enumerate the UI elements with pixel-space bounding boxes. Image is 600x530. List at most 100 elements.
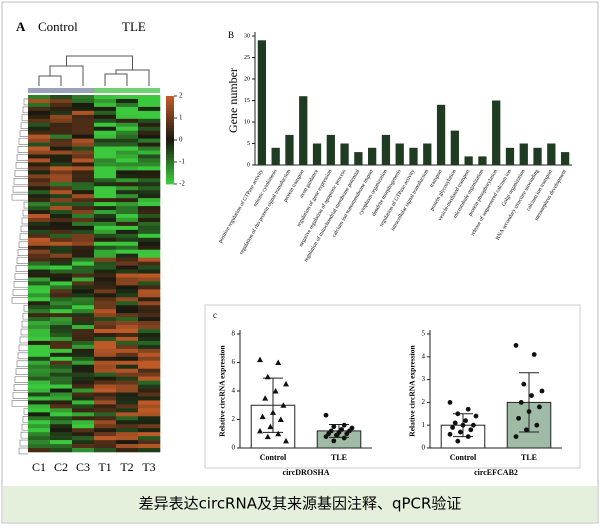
heatmap-cell: [94, 333, 117, 338]
heatmap-cell: [116, 142, 139, 147]
heatmap-cell: [138, 114, 161, 120]
heatmap-cell: [72, 408, 95, 413]
heatmap-cell: [116, 396, 139, 401]
heatmap-cell: [28, 289, 51, 294]
heatmap-cell: [50, 170, 73, 175]
heatmap-cell: [72, 106, 95, 112]
heatmap-cell: [116, 317, 139, 322]
heatmap-cell: [72, 440, 95, 445]
heatmap-cell: [50, 257, 73, 262]
colorbar-step: [166, 151, 174, 156]
colorbar-step: [166, 178, 174, 182]
heatmap-cell: [116, 210, 139, 215]
column-label: T2: [120, 460, 133, 474]
heatmap-cell: [94, 118, 117, 124]
heatmap-cell: [138, 404, 161, 409]
colorbar-step: [166, 110, 174, 114]
heatmap-cell: [28, 158, 51, 163]
heatmap-cell: [28, 229, 51, 235]
point: [455, 411, 461, 417]
heatmap-cell: [116, 293, 139, 298]
heatmap-cell: [138, 368, 161, 373]
heatmap-cell: [72, 202, 95, 207]
heatmap-cell: [28, 114, 51, 120]
heatmap-cell: [50, 158, 73, 163]
heatmap-cell: [94, 126, 117, 131]
heatmap-cell: [138, 126, 161, 131]
heatmap-cell: [28, 178, 51, 183]
heatmap-cell: [72, 269, 95, 274]
heatmap-cell: [138, 364, 161, 369]
heatmap-cell: [116, 309, 139, 314]
heatmap-cell: [94, 289, 117, 294]
heatmap-cell: [28, 436, 51, 441]
colorbar-label: 2: [179, 92, 183, 100]
heatmap-cell: [94, 424, 117, 429]
heatmap-cell: [94, 404, 117, 409]
heatmap-cell: [50, 178, 73, 183]
heatmap-cell: [138, 436, 161, 441]
heatmap-cell: [116, 198, 139, 203]
panel-label: B: [228, 30, 234, 40]
colorbar-step: [166, 98, 174, 103]
heatmap-cell: [28, 221, 51, 227]
heatmap-cell: [72, 174, 95, 179]
group-bar: [28, 88, 94, 93]
heatmap-cell: [72, 384, 95, 389]
heatmap-cell: [116, 408, 139, 413]
heatmap-cell: [94, 261, 117, 266]
heatmap-cell: [138, 217, 161, 223]
heatmap-cell: [72, 329, 95, 334]
heatmap-cell: [116, 388, 139, 393]
heatmap-cell: [50, 98, 73, 104]
heatmap-cell: [50, 106, 73, 112]
point: [521, 381, 527, 387]
point: [468, 427, 474, 433]
point: [257, 427, 263, 434]
heatmap-cell: [116, 340, 139, 346]
bar: [381, 134, 391, 165]
heatmap-cell: [94, 336, 117, 342]
heatmap-cell: [50, 95, 73, 100]
heatmap-cell: [50, 122, 73, 128]
error-bar: [519, 372, 539, 433]
heatmap-cell: [138, 142, 161, 147]
heatmap-cell: [72, 388, 95, 393]
point: [277, 416, 284, 422]
heatmap-cell: [50, 194, 73, 199]
heatmap-cell: [28, 432, 51, 437]
heatmap-cell: [116, 166, 139, 171]
heatmap-cell: [72, 162, 95, 167]
row-dendrogram: [11, 98, 28, 455]
heatmap-cell: [94, 150, 117, 155]
heatmap-cell: [72, 150, 95, 155]
colorbar-step: [166, 119, 174, 123]
point: [529, 393, 534, 398]
heatmap-cell: [94, 440, 117, 445]
heatmap-cell: [28, 241, 51, 247]
heatmap-cell: [116, 146, 139, 151]
heatmap-cell: [94, 420, 117, 425]
heatmap-cell: [50, 404, 73, 409]
heatmap-cell: [28, 134, 51, 139]
colorbar-step: [166, 163, 174, 167]
heatmap-cell: [116, 253, 139, 258]
heatmap-cell: [94, 436, 117, 441]
y-tick-label: 2: [422, 398, 426, 406]
heatmap-cell: [72, 281, 95, 286]
heatmap-cell: [94, 285, 117, 290]
heatmap-cell: [116, 95, 139, 100]
heatmap-cell: [116, 420, 139, 425]
heatmap-cell: [50, 333, 73, 338]
y-tick-label: 6: [232, 358, 236, 366]
point: [513, 434, 519, 439]
colorbar-step: [166, 128, 174, 132]
heatmap-cell: [138, 400, 161, 405]
heatmap-cell: [50, 269, 73, 274]
point: [264, 373, 271, 380]
heatmap-cell: [50, 182, 73, 187]
point: [334, 432, 339, 438]
heatmap-cell: [138, 122, 161, 128]
heatmap-cell: [94, 408, 117, 413]
